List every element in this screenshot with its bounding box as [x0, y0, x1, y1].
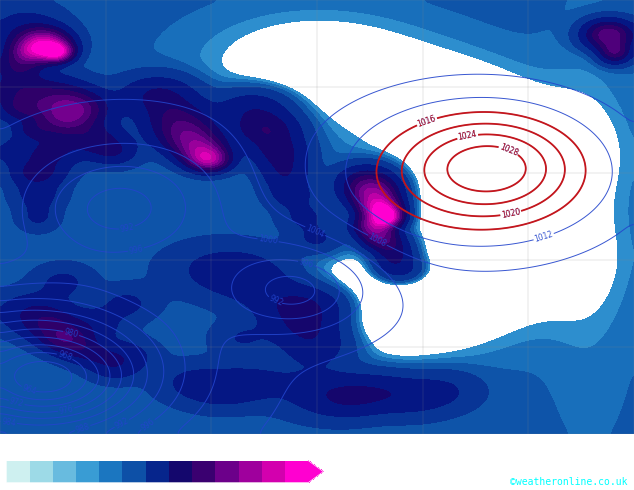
Text: 1024: 1024 — [457, 130, 478, 143]
Text: 976: 976 — [58, 404, 74, 416]
Text: 992: 992 — [119, 222, 135, 234]
Text: 1016: 1016 — [417, 114, 437, 129]
PathPatch shape — [308, 461, 323, 483]
Text: 1028: 1028 — [498, 142, 519, 158]
Text: 1028: 1028 — [498, 142, 519, 158]
Text: ©weatheronline.co.uk: ©weatheronline.co.uk — [510, 477, 628, 487]
Text: 992: 992 — [113, 416, 131, 431]
Text: 1004: 1004 — [304, 223, 326, 239]
Text: 1016: 1016 — [417, 114, 437, 129]
Text: 980: 980 — [63, 327, 79, 340]
Text: 968: 968 — [56, 350, 73, 363]
Text: Tu 24-09-2024 18:06 UTC (06+24): Tu 24-09-2024 18:06 UTC (06+24) — [380, 437, 547, 445]
Text: 1012: 1012 — [533, 230, 554, 244]
Text: 1000: 1000 — [258, 234, 278, 246]
Text: Precipitation (12h) [mm] GFS: Precipitation (12h) [mm] GFS — [3, 437, 153, 445]
Text: 988: 988 — [74, 421, 91, 435]
Text: 996: 996 — [139, 416, 157, 432]
Text: 1020: 1020 — [500, 207, 521, 220]
Text: 992: 992 — [268, 294, 284, 308]
Text: 1008: 1008 — [366, 232, 388, 249]
Text: 964: 964 — [21, 383, 37, 396]
Text: 996: 996 — [298, 257, 314, 270]
Text: 1024: 1024 — [457, 130, 478, 143]
Text: 972: 972 — [8, 396, 25, 409]
Text: 984: 984 — [1, 417, 16, 428]
Text: 1020: 1020 — [500, 207, 521, 220]
Text: 996: 996 — [128, 244, 144, 256]
